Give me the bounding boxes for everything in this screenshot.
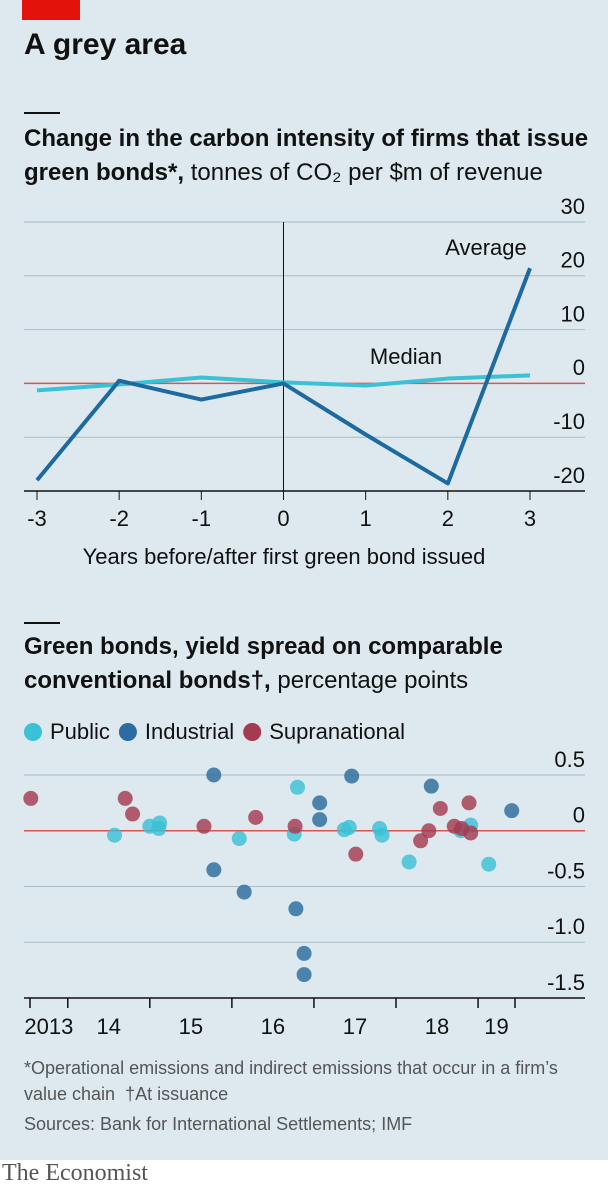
point xyxy=(23,790,39,806)
point xyxy=(463,825,479,841)
x-tick-label: 17 xyxy=(343,1014,367,1039)
point xyxy=(341,819,357,835)
rule xyxy=(24,112,60,114)
series-label: Median xyxy=(370,344,442,369)
y-tick-label: -1.0 xyxy=(547,914,585,939)
point xyxy=(107,827,123,843)
x-tick-label: 2013 xyxy=(24,1014,73,1039)
point xyxy=(312,812,328,828)
legend-label: Supranational xyxy=(269,719,405,744)
point xyxy=(421,823,437,839)
footnote: †At issuance xyxy=(125,1084,229,1104)
y-tick-label: 0 xyxy=(573,355,585,380)
x-tick-label: -3 xyxy=(27,506,47,531)
x-tick-label: 3 xyxy=(524,506,536,531)
point xyxy=(374,827,390,843)
rule xyxy=(24,622,60,624)
point xyxy=(423,778,439,794)
point xyxy=(401,854,417,870)
red-tag xyxy=(22,0,80,20)
point xyxy=(344,768,360,784)
point xyxy=(461,795,477,811)
y-tick-label: -1.5 xyxy=(547,970,585,995)
y-tick-label: 20 xyxy=(561,248,585,273)
x-tick-label: 19 xyxy=(484,1014,508,1039)
x-tick-label: -1 xyxy=(192,506,212,531)
point xyxy=(290,779,306,795)
point xyxy=(481,856,497,872)
x-tick-label: 14 xyxy=(97,1014,121,1039)
legend-label: Public xyxy=(50,719,110,744)
y-tick-label: 0.5 xyxy=(554,747,585,772)
legend-swatch xyxy=(24,723,42,741)
header-title: A grey area xyxy=(24,28,187,61)
y-tick-label: 0 xyxy=(573,803,585,828)
source: Sources: Bank for International Settleme… xyxy=(24,1114,413,1134)
point xyxy=(206,767,222,783)
y-tick-label: -10 xyxy=(553,409,585,434)
x-tick-label: 0 xyxy=(277,506,289,531)
point xyxy=(117,790,133,806)
brand: The Economist xyxy=(2,1160,148,1186)
panel xyxy=(0,0,608,1160)
y-tick-label: -20 xyxy=(553,463,585,488)
x-tick-label: 1 xyxy=(360,506,372,531)
legend-swatch xyxy=(243,723,262,741)
point xyxy=(125,806,141,822)
y-tick-label: -0.5 xyxy=(547,858,585,883)
point xyxy=(287,818,303,834)
point xyxy=(504,803,520,819)
x-tick-label: 2 xyxy=(442,506,454,531)
point xyxy=(312,795,328,811)
point xyxy=(348,846,364,862)
point xyxy=(248,809,264,825)
point xyxy=(288,901,304,917)
legend-swatch xyxy=(118,723,137,741)
x-tick-label: -2 xyxy=(109,506,129,531)
series-label: Average xyxy=(445,235,527,260)
x-tick-label: 16 xyxy=(261,1014,285,1039)
line xyxy=(35,267,532,486)
x-axis-label: Years before/after first green bond issu… xyxy=(83,544,486,569)
x-tick-label: 18 xyxy=(425,1014,449,1039)
footnote: *Operational emissions and indirect emis… xyxy=(24,1058,558,1104)
y-tick-label: 30 xyxy=(561,194,585,219)
footnotes: *Operational emissions and indirect emis… xyxy=(24,1055,594,1107)
chart-title: Green bonds, yield spread on comparable … xyxy=(24,630,594,698)
x-tick-label: 15 xyxy=(179,1014,203,1039)
point xyxy=(236,884,252,900)
title: Green bonds, yield spread on comparable … xyxy=(24,633,503,694)
title: Change in the carbon intensity of firms … xyxy=(24,125,589,186)
point xyxy=(413,833,429,849)
y-tick-label: 10 xyxy=(561,301,585,326)
point xyxy=(432,800,448,816)
point xyxy=(206,862,222,878)
point xyxy=(151,821,167,837)
subtitle: percentage points xyxy=(277,667,469,694)
chart-title: Change in the carbon intensity of firms … xyxy=(24,122,594,190)
legend-label: Industrial xyxy=(145,719,234,744)
point xyxy=(231,831,247,847)
point xyxy=(296,967,312,983)
point xyxy=(296,945,312,961)
point xyxy=(196,818,212,834)
subtitle: tonnes of CO₂ per $m of revenue xyxy=(190,159,543,186)
